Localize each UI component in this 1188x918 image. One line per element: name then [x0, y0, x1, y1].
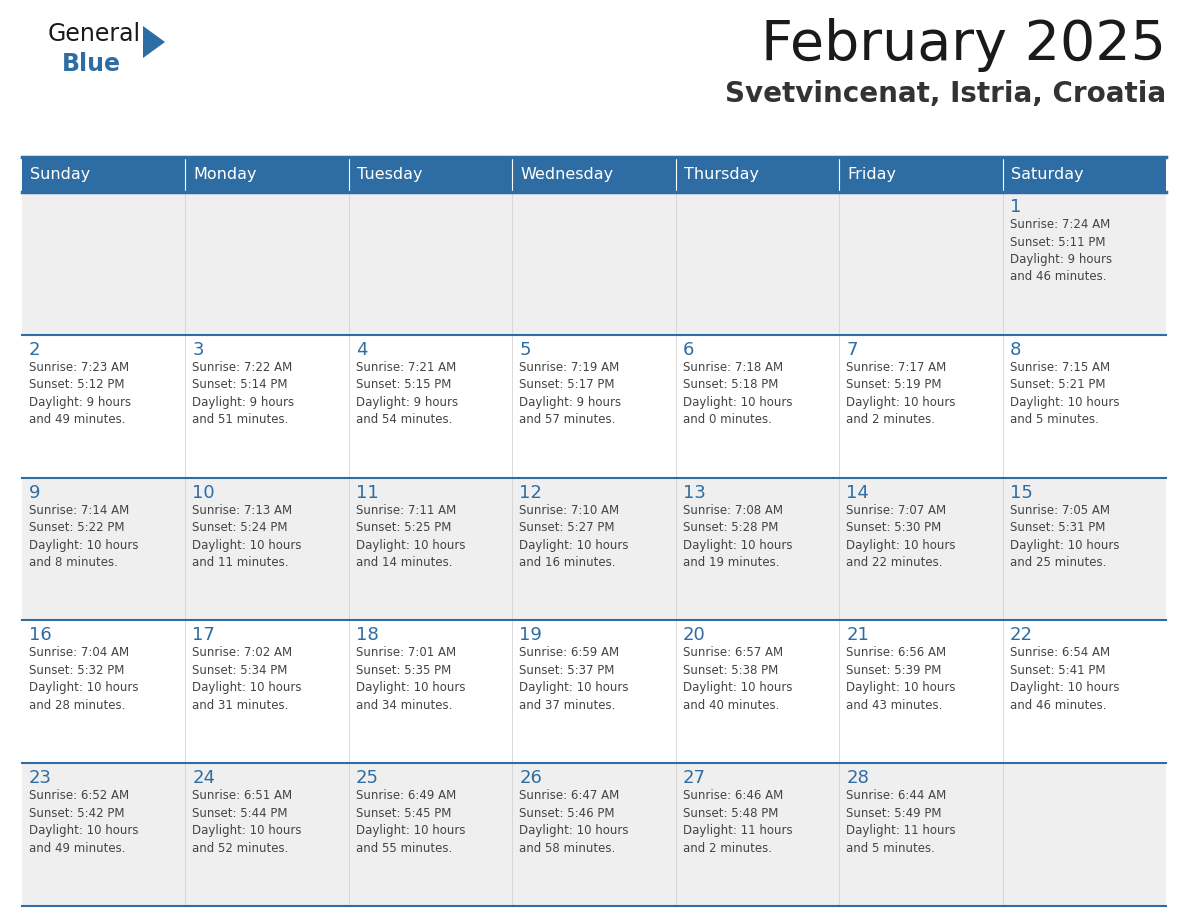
Bar [349, 157, 512, 192]
Text: 3: 3 [192, 341, 204, 359]
Text: Sunrise: 7:17 AM
Sunset: 5:19 PM
Daylight: 10 hours
and 2 minutes.: Sunrise: 7:17 AM Sunset: 5:19 PM Dayligh… [846, 361, 955, 426]
Text: Sunrise: 7:13 AM
Sunset: 5:24 PM
Daylight: 10 hours
and 11 minutes.: Sunrise: 7:13 AM Sunset: 5:24 PM Dayligh… [192, 504, 302, 569]
Text: Sunrise: 6:57 AM
Sunset: 5:38 PM
Daylight: 10 hours
and 40 minutes.: Sunrise: 6:57 AM Sunset: 5:38 PM Dayligh… [683, 646, 792, 711]
Text: Sunrise: 6:47 AM
Sunset: 5:46 PM
Daylight: 10 hours
and 58 minutes.: Sunrise: 6:47 AM Sunset: 5:46 PM Dayligh… [519, 789, 628, 855]
Text: 21: 21 [846, 626, 868, 644]
Text: 27: 27 [683, 769, 706, 788]
Text: Monday: Monday [194, 167, 257, 182]
Text: Tuesday: Tuesday [356, 167, 423, 182]
Text: Friday: Friday [847, 167, 896, 182]
Text: 9: 9 [29, 484, 40, 501]
Text: Sunrise: 6:54 AM
Sunset: 5:41 PM
Daylight: 10 hours
and 46 minutes.: Sunrise: 6:54 AM Sunset: 5:41 PM Dayligh… [1010, 646, 1119, 711]
Bar [23, 621, 1165, 763]
Bar [23, 192, 1165, 335]
Text: Sunrise: 7:07 AM
Sunset: 5:30 PM
Daylight: 10 hours
and 22 minutes.: Sunrise: 7:07 AM Sunset: 5:30 PM Dayligh… [846, 504, 955, 569]
Text: 26: 26 [519, 769, 542, 788]
Text: Sunrise: 7:23 AM
Sunset: 5:12 PM
Daylight: 9 hours
and 49 minutes.: Sunrise: 7:23 AM Sunset: 5:12 PM Dayligh… [29, 361, 131, 426]
Text: Sunrise: 6:46 AM
Sunset: 5:48 PM
Daylight: 11 hours
and 2 minutes.: Sunrise: 6:46 AM Sunset: 5:48 PM Dayligh… [683, 789, 792, 855]
Text: Sunrise: 7:14 AM
Sunset: 5:22 PM
Daylight: 10 hours
and 8 minutes.: Sunrise: 7:14 AM Sunset: 5:22 PM Dayligh… [29, 504, 139, 569]
Text: Sunrise: 6:51 AM
Sunset: 5:44 PM
Daylight: 10 hours
and 52 minutes.: Sunrise: 6:51 AM Sunset: 5:44 PM Dayligh… [192, 789, 302, 855]
Text: Saturday: Saturday [1011, 167, 1083, 182]
Text: Sunrise: 7:19 AM
Sunset: 5:17 PM
Daylight: 9 hours
and 57 minutes.: Sunrise: 7:19 AM Sunset: 5:17 PM Dayligh… [519, 361, 621, 426]
Text: Sunrise: 7:02 AM
Sunset: 5:34 PM
Daylight: 10 hours
and 31 minutes.: Sunrise: 7:02 AM Sunset: 5:34 PM Dayligh… [192, 646, 302, 711]
Text: 24: 24 [192, 769, 215, 788]
Text: 2: 2 [29, 341, 40, 359]
Text: Sunrise: 7:21 AM
Sunset: 5:15 PM
Daylight: 9 hours
and 54 minutes.: Sunrise: 7:21 AM Sunset: 5:15 PM Dayligh… [356, 361, 459, 426]
Text: 28: 28 [846, 769, 868, 788]
Bar [23, 157, 185, 192]
Text: Sunrise: 7:15 AM
Sunset: 5:21 PM
Daylight: 10 hours
and 5 minutes.: Sunrise: 7:15 AM Sunset: 5:21 PM Dayligh… [1010, 361, 1119, 426]
Text: Sunrise: 7:04 AM
Sunset: 5:32 PM
Daylight: 10 hours
and 28 minutes.: Sunrise: 7:04 AM Sunset: 5:32 PM Dayligh… [29, 646, 139, 711]
Text: 7: 7 [846, 341, 858, 359]
Bar [676, 157, 839, 192]
Text: Sunrise: 6:56 AM
Sunset: 5:39 PM
Daylight: 10 hours
and 43 minutes.: Sunrise: 6:56 AM Sunset: 5:39 PM Dayligh… [846, 646, 955, 711]
Text: Wednesday: Wednesday [520, 167, 613, 182]
Text: 11: 11 [356, 484, 379, 501]
Text: 4: 4 [356, 341, 367, 359]
Text: 10: 10 [192, 484, 215, 501]
Text: 23: 23 [29, 769, 52, 788]
Text: Blue: Blue [62, 52, 121, 76]
Polygon shape [143, 26, 165, 58]
Text: Sunrise: 7:05 AM
Sunset: 5:31 PM
Daylight: 10 hours
and 25 minutes.: Sunrise: 7:05 AM Sunset: 5:31 PM Dayligh… [1010, 504, 1119, 569]
Text: 19: 19 [519, 626, 542, 644]
Text: Sunrise: 6:44 AM
Sunset: 5:49 PM
Daylight: 11 hours
and 5 minutes.: Sunrise: 6:44 AM Sunset: 5:49 PM Dayligh… [846, 789, 956, 855]
Text: 8: 8 [1010, 341, 1020, 359]
Text: 22: 22 [1010, 626, 1032, 644]
Text: Sunrise: 6:52 AM
Sunset: 5:42 PM
Daylight: 10 hours
and 49 minutes.: Sunrise: 6:52 AM Sunset: 5:42 PM Dayligh… [29, 789, 139, 855]
Text: 17: 17 [192, 626, 215, 644]
Text: Sunrise: 7:10 AM
Sunset: 5:27 PM
Daylight: 10 hours
and 16 minutes.: Sunrise: 7:10 AM Sunset: 5:27 PM Dayligh… [519, 504, 628, 569]
Text: 12: 12 [519, 484, 542, 501]
Bar [512, 157, 676, 192]
Text: 14: 14 [846, 484, 868, 501]
Text: Sunrise: 7:18 AM
Sunset: 5:18 PM
Daylight: 10 hours
and 0 minutes.: Sunrise: 7:18 AM Sunset: 5:18 PM Dayligh… [683, 361, 792, 426]
Text: General: General [48, 22, 141, 46]
Bar [23, 335, 1165, 477]
Text: 5: 5 [519, 341, 531, 359]
Text: Sunrise: 6:59 AM
Sunset: 5:37 PM
Daylight: 10 hours
and 37 minutes.: Sunrise: 6:59 AM Sunset: 5:37 PM Dayligh… [519, 646, 628, 711]
Text: Sunrise: 7:24 AM
Sunset: 5:11 PM
Daylight: 9 hours
and 46 minutes.: Sunrise: 7:24 AM Sunset: 5:11 PM Dayligh… [1010, 218, 1112, 284]
Text: Sunday: Sunday [30, 167, 90, 182]
Text: Sunrise: 6:49 AM
Sunset: 5:45 PM
Daylight: 10 hours
and 55 minutes.: Sunrise: 6:49 AM Sunset: 5:45 PM Dayligh… [356, 789, 466, 855]
Bar [185, 157, 349, 192]
Bar [23, 763, 1165, 906]
Text: Sunrise: 7:08 AM
Sunset: 5:28 PM
Daylight: 10 hours
and 19 minutes.: Sunrise: 7:08 AM Sunset: 5:28 PM Dayligh… [683, 504, 792, 569]
Text: Sunrise: 7:22 AM
Sunset: 5:14 PM
Daylight: 9 hours
and 51 minutes.: Sunrise: 7:22 AM Sunset: 5:14 PM Dayligh… [192, 361, 295, 426]
Text: February 2025: February 2025 [762, 18, 1165, 72]
Text: 1: 1 [1010, 198, 1020, 216]
Text: Sunrise: 7:01 AM
Sunset: 5:35 PM
Daylight: 10 hours
and 34 minutes.: Sunrise: 7:01 AM Sunset: 5:35 PM Dayligh… [356, 646, 466, 711]
Bar [23, 477, 1165, 621]
Text: 25: 25 [356, 769, 379, 788]
Bar [1003, 157, 1165, 192]
Text: 20: 20 [683, 626, 706, 644]
Text: Svetvincenat, Istria, Croatia: Svetvincenat, Istria, Croatia [725, 80, 1165, 108]
Text: Thursday: Thursday [684, 167, 759, 182]
Text: 15: 15 [1010, 484, 1032, 501]
Text: Sunrise: 7:11 AM
Sunset: 5:25 PM
Daylight: 10 hours
and 14 minutes.: Sunrise: 7:11 AM Sunset: 5:25 PM Dayligh… [356, 504, 466, 569]
Text: 6: 6 [683, 341, 694, 359]
Bar [839, 157, 1003, 192]
Text: 18: 18 [356, 626, 379, 644]
Text: 13: 13 [683, 484, 706, 501]
Text: 16: 16 [29, 626, 52, 644]
